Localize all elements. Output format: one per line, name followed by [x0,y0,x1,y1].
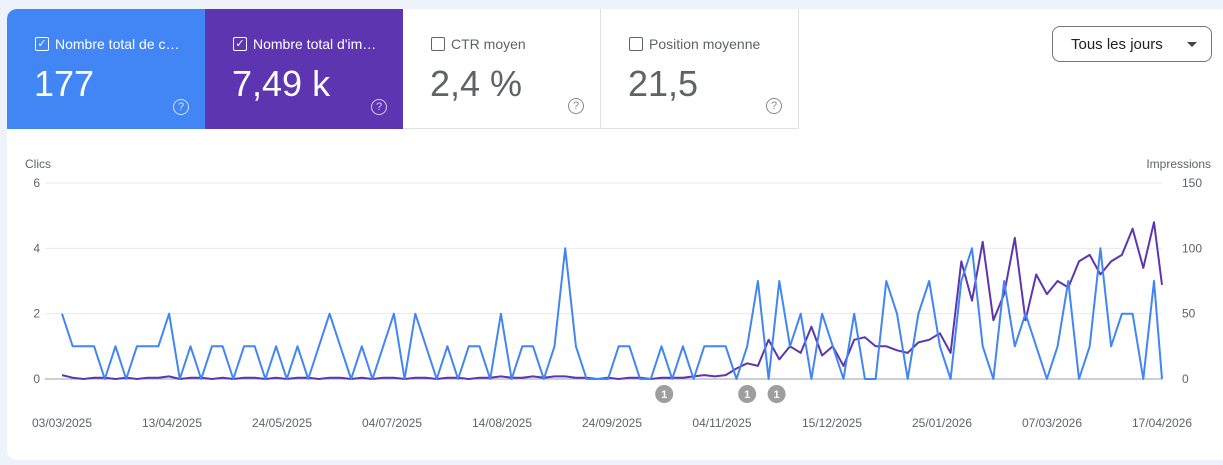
metric-label: Position moyenne [649,36,761,52]
annotation-label: 1 [661,389,667,401]
y-axis-right-label: Impressions [1146,157,1211,171]
y-tick-right: 100 [1182,241,1202,255]
metric-label: CTR moyen [451,36,526,52]
y-tick-right: 0 [1182,372,1189,386]
checkbox-unchecked-icon[interactable] [629,37,643,51]
help-icon[interactable]: ? [568,98,584,114]
help-icon[interactable]: ? [766,98,782,114]
annotation-marker[interactable] [767,385,786,403]
help-icon[interactable]: ? [173,99,189,115]
clicks-line [61,247,1163,380]
x-tick: 15/12/2025 [802,416,862,430]
y-axis-left-label: Clics [25,157,51,171]
annotation-marker[interactable] [738,385,757,403]
y-tick-right: 150 [1182,176,1202,190]
annotation-marker[interactable] [655,385,674,403]
checkbox-checked-icon[interactable]: ✓ [233,37,247,51]
x-tick: 04/11/2025 [692,416,751,430]
metric-value: 7,49 k [232,63,331,104]
help-icon[interactable]: ? [371,99,387,115]
y-tick-right: 50 [1182,307,1196,321]
annotation-label: 1 [744,389,750,401]
y-tick-left: 4 [33,241,40,255]
metric-card-impressions[interactable]: ✓ Nombre total d'im… 7,49 k ? [205,9,403,129]
y-tick-left: 6 [33,176,40,190]
x-tick: 17/04/2026 [1132,416,1192,430]
y-tick-left: 2 [33,307,40,321]
x-tick: 24/09/2025 [582,416,642,430]
impressions-line [61,221,1163,380]
x-tick: 13/04/2025 [142,416,202,430]
metric-label: Nombre total de c… [55,36,180,52]
metric-value: 21,5 [628,63,699,104]
x-tick: 25/01/2026 [912,416,972,430]
metric-value: 177 [34,63,95,104]
date-range-dropdown[interactable]: Tous les jours [1052,26,1212,62]
checkbox-checked-icon[interactable]: ✓ [35,37,49,51]
metric-card-ctr[interactable]: CTR moyen 2,4 % ? [403,9,601,129]
metric-card-position[interactable]: Position moyenne 21,5 ? [601,9,799,129]
metric-value: 2,4 % [430,63,523,104]
checkbox-unchecked-icon[interactable] [431,37,445,51]
caret-down-icon [1186,41,1197,47]
metric-label: Nombre total d'im… [253,36,377,52]
x-tick: 14/08/2025 [472,416,532,430]
x-tick: 07/03/2026 [1022,416,1082,430]
x-tick: 03/03/2025 [32,416,92,430]
y-tick-left: 0 [33,372,40,386]
x-tick: 04/07/2025 [362,416,422,430]
annotation-label: 1 [774,389,780,401]
x-tick: 24/05/2025 [252,416,312,430]
dropdown-label: Tous les jours [1071,35,1163,53]
metric-card-clicks[interactable]: ✓ Nombre total de c… 177 ? [7,9,205,129]
